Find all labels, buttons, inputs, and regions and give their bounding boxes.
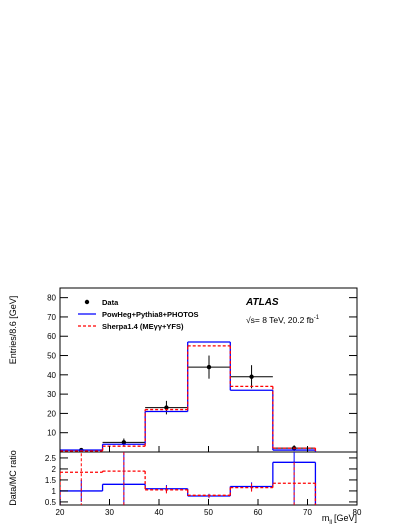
x-tick-label: 60 [254,508,263,517]
energy-label: √s= 8 TeV, 20.2 fb-1 [246,315,320,325]
x-axis-label: mll [GeV] [322,513,357,526]
x-tick-label: 30 [105,508,114,517]
x-tick-label: 80 [353,508,362,517]
plot-area [60,341,317,452]
y-tick-label: 30 [47,390,56,399]
y-tick-label: 2.5 [45,454,57,463]
energy-superscript: -1 [314,315,320,321]
legend-label: Data [102,298,119,307]
y-tick-label: 2 [52,465,57,474]
x-tick-label: 20 [56,508,65,517]
data-point [164,405,169,410]
y-tick-label: 40 [47,371,56,380]
data-point [121,440,127,445]
data-point [249,374,254,379]
data-point [206,364,212,370]
legend-marker [84,299,90,305]
x-symbol: m [322,513,330,523]
y-tick-label: 1.5 [45,476,57,485]
y-tick-label: 60 [47,332,56,341]
x-tick-label: 40 [155,508,164,517]
x-tick-label: 50 [204,508,213,517]
y-tick-label: 1 [52,487,57,496]
energy-text: √s= 8 TeV, 20.2 fb [246,315,314,325]
y-axis-label: Entries/8.6 [GeV] [8,296,18,365]
legend-label: PowHeg+Pythia8+PHOTOS [102,310,199,319]
y-tick-label: 10 [47,429,56,438]
experiment-label: ATLAS [245,297,279,308]
y-tick-label: 50 [47,352,56,361]
y-tick-label: 70 [47,313,56,322]
x-unit: [GeV] [334,513,357,523]
y-tick-label: 0.5 [45,498,57,507]
x-subscript: ll [329,520,332,526]
y-axis-label: Data/MC ratio [8,450,18,506]
y-tick-label: 80 [47,294,56,303]
y-tick-label: 20 [47,409,56,418]
plot-area [60,452,317,505]
x-tick-label: 70 [303,508,312,517]
legend-label: Sherpa1.4 (MEγγ+YFS) [102,322,184,331]
